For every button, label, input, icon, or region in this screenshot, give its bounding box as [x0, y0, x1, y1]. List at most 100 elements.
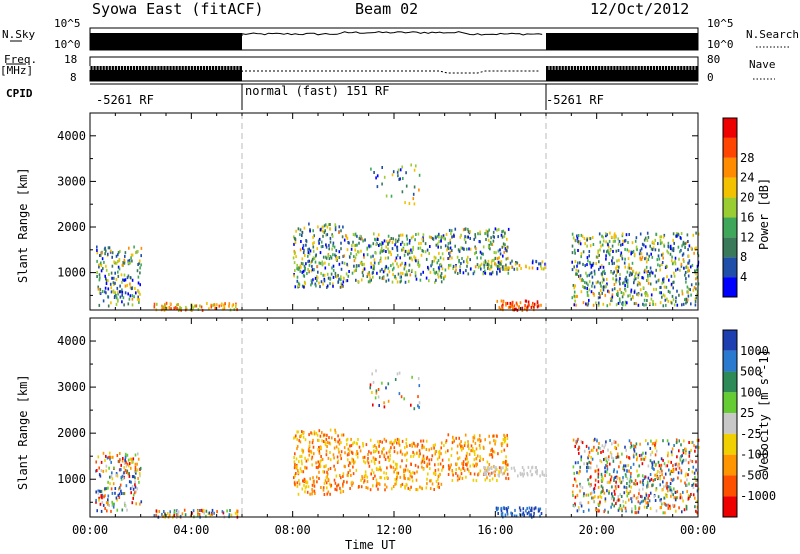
echo-cell — [343, 238, 346, 242]
echo-cell — [687, 494, 690, 498]
echo-cell — [597, 301, 600, 305]
echo-cell — [540, 267, 543, 271]
echo-cell — [478, 444, 481, 447]
echo-cell — [532, 514, 535, 518]
echo-cell — [447, 449, 449, 453]
echo-cell — [651, 271, 654, 275]
echo-cell — [461, 476, 464, 480]
echo-cell — [456, 444, 459, 448]
echo-cell — [606, 304, 609, 308]
echo-cell — [627, 257, 630, 261]
echo-cell — [610, 270, 612, 274]
echo-cell — [375, 251, 377, 255]
echo-cell — [449, 254, 451, 258]
echo-cell — [613, 287, 616, 291]
echo-cell — [600, 479, 603, 483]
echo-cell — [456, 255, 459, 259]
echo-cell — [117, 251, 120, 255]
echo-cell — [495, 263, 497, 267]
echo-cell — [335, 445, 338, 449]
echo-cell — [443, 277, 445, 281]
echo-cell — [418, 263, 421, 267]
echo-cell — [299, 248, 302, 252]
echo-cell — [428, 448, 430, 452]
echo-cell — [403, 267, 406, 271]
echo-cell — [323, 230, 326, 234]
echo-cell — [595, 262, 597, 266]
echo-cell — [308, 433, 310, 437]
echo-cell — [296, 484, 299, 488]
echo-cell — [347, 471, 350, 475]
echo-cell — [621, 242, 624, 246]
echo-cell — [448, 458, 450, 462]
echo-cell — [676, 267, 679, 271]
echo-cell — [660, 291, 662, 295]
echo-cell — [472, 436, 475, 439]
echo-cell — [100, 469, 103, 473]
echo-cell — [104, 494, 106, 498]
echo-cell — [439, 256, 442, 260]
echo-cell — [472, 272, 475, 276]
echo-cell — [678, 466, 681, 470]
echo-cell — [294, 237, 296, 241]
echo-cell — [482, 457, 484, 461]
echo-cell — [585, 493, 588, 497]
echo-cell — [612, 250, 614, 253]
echo-cell — [638, 252, 641, 256]
echo-cell — [679, 236, 682, 240]
echo-cell — [662, 252, 664, 256]
echo-cell — [455, 265, 457, 269]
echo-cell — [396, 253, 399, 257]
echo-cell — [404, 273, 407, 277]
echo-cell — [121, 492, 123, 495]
echo-cell — [340, 441, 342, 445]
echo-cell — [314, 282, 317, 286]
echo-cell — [653, 495, 656, 499]
echo-cell — [571, 490, 574, 494]
echo-cell — [400, 279, 402, 283]
echo-cell — [489, 472, 492, 476]
echo-cell — [135, 471, 137, 475]
echo-cell — [408, 477, 411, 481]
echo-cell — [386, 273, 389, 277]
echo-cell — [615, 274, 617, 278]
echo-cell — [573, 286, 575, 290]
echo-cell — [98, 489, 101, 493]
echo-cell — [173, 511, 176, 515]
echo-cell — [122, 278, 124, 282]
echo-cell — [374, 444, 376, 448]
echo-cell — [371, 391, 373, 394]
y-tick-label: 3000 — [57, 380, 86, 394]
echo-cell — [412, 197, 415, 201]
echo-cell — [641, 276, 643, 280]
echo-cell — [657, 495, 660, 499]
echo-cell — [422, 249, 425, 253]
echo-cell — [461, 246, 464, 250]
echo-cell — [522, 474, 524, 478]
echo-cell — [493, 439, 495, 443]
echo-cell — [326, 272, 329, 276]
echo-cell — [607, 245, 610, 249]
echo-cell — [377, 238, 379, 241]
echo-cell — [625, 489, 628, 493]
echo-cell — [368, 244, 370, 248]
echo-cell — [533, 305, 535, 309]
echo-cell — [670, 494, 672, 498]
echo-cell — [664, 472, 667, 476]
echo-cell — [429, 467, 431, 471]
echo-cell — [682, 258, 685, 262]
echo-cell — [626, 278, 629, 282]
echo-cell — [136, 462, 138, 466]
echo-cell — [366, 459, 369, 463]
echo-cell — [672, 493, 674, 497]
echo-cell — [611, 256, 614, 260]
echo-cell — [213, 303, 216, 307]
echo-cell — [401, 261, 403, 265]
echo-cell — [608, 455, 610, 459]
echo-cell — [460, 440, 462, 444]
echo-cell — [610, 235, 613, 239]
echo-cell — [413, 452, 416, 456]
echo-cell — [464, 235, 466, 239]
echo-cell — [114, 261, 117, 265]
echo-cell — [440, 441, 443, 445]
